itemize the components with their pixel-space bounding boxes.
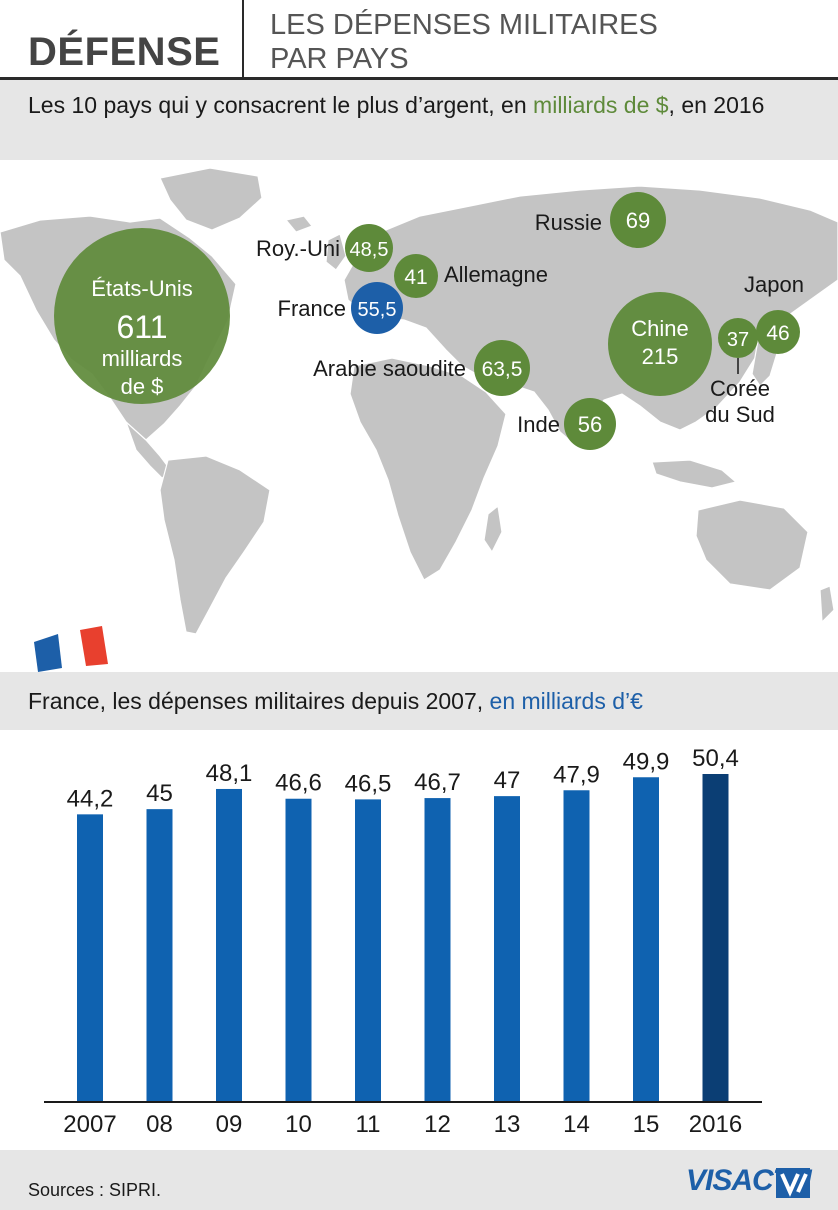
x-tick-label: 08 — [146, 1111, 173, 1138]
bubble-france-value: 55,5 — [358, 299, 397, 321]
label-allemagne: Allemagne — [444, 262, 548, 287]
bubble-inde-value: 56 — [578, 412, 602, 437]
label-coree-line2: du Sud — [705, 402, 775, 427]
bar-08 — [146, 809, 173, 1102]
bubble-allemagne-value: 41 — [404, 266, 427, 289]
x-tick-label: 13 — [494, 1111, 521, 1138]
bubble-coree-du-sud: 37 Corée du Sud — [705, 318, 775, 427]
x-tick-label: 11 — [356, 1111, 381, 1138]
bubble-etats-unis-unit2: de $ — [121, 374, 164, 399]
land-africa — [349, 357, 507, 581]
bubble-roy-uni-value: 48,5 — [350, 239, 389, 261]
bar-chart: 44,2 2007 45 08 48,1 09 46,6 10 46,5 11 46,7 12 47 13… — [0, 730, 838, 1150]
land-madagascar — [483, 504, 503, 554]
land-australia — [695, 499, 809, 591]
bar-chart-svg: 44,2 2007 45 08 48,1 09 46,6 10 46,5 11 46,7 12 47 13… — [44, 745, 762, 1138]
visactu-logo-mark-icon — [776, 1168, 810, 1198]
map-subtitle-unit: milliards de $ — [533, 92, 669, 118]
bubble-etats-unis-unit1: milliards — [102, 346, 183, 371]
bar-14 — [563, 790, 590, 1102]
land-new-zealand — [819, 585, 835, 624]
world-map-svg: États-Unis 611 milliards de $ Chine 215 … — [0, 167, 838, 672]
bar-value-label: 50,4 — [692, 745, 739, 772]
land-greenland — [159, 167, 263, 231]
header: DÉFENSE LES DÉPENSES MILITAIRES PAR PAYS — [0, 0, 838, 80]
label-roy-uni: Roy.-Uni — [256, 236, 340, 261]
bar-13 — [494, 796, 520, 1102]
label-russie: Russie — [535, 210, 602, 235]
section-label: DÉFENSE — [28, 30, 221, 74]
bar-value-label: 48,1 — [206, 760, 253, 787]
bar-subtitle-prefix: France, les dépenses militaires depuis 2… — [28, 688, 490, 714]
bar-subtitle-unit: en milliards d’€ — [489, 688, 643, 714]
bar-2016 — [702, 774, 729, 1102]
label-inde: Inde — [517, 412, 560, 437]
bar-value-label: 46,6 — [275, 770, 322, 797]
label-arabie-saoudite: Arabie saoudite — [313, 356, 466, 381]
bubble-france: 55,5 France — [278, 282, 403, 334]
header-rule — [0, 77, 838, 80]
bar-value-label: 46,5 — [345, 770, 392, 797]
label-japon: Japon — [744, 272, 804, 297]
bubble-chine-name: Chine — [631, 316, 688, 341]
label-coree-line1: Corée — [710, 376, 770, 401]
bar-11 — [355, 799, 381, 1102]
footer: Sources : SIPRI. VISACTU — [0, 1150, 838, 1210]
land-uk — [325, 233, 347, 271]
bubble-japon-value: 46 — [766, 322, 789, 345]
x-tick-label: 12 — [424, 1111, 451, 1138]
bar-value-label: 44,2 — [67, 785, 114, 812]
bar-2007 — [77, 814, 103, 1102]
bubble-etats-unis: États-Unis 611 milliards de $ — [54, 228, 230, 404]
bar-15 — [633, 777, 659, 1102]
bar-value-label: 45 — [146, 780, 173, 807]
bubble-coree-du-sud-value: 37 — [727, 329, 749, 351]
bubble-chine: Chine 215 — [608, 292, 712, 396]
bar-value-label: 46,7 — [414, 769, 461, 796]
map-subtitle-suffix: , en 2016 — [668, 92, 765, 118]
bar-09 — [216, 788, 242, 1102]
x-tick-label: 2016 — [689, 1111, 742, 1138]
map-subtitle-prefix: Les 10 pays qui y consacrent le plus d’a… — [28, 92, 534, 118]
world-map: États-Unis 611 milliards de $ Chine 215 … — [0, 160, 838, 672]
bubble-arabie-saoudite: 63,5 Arabie saoudite — [313, 340, 530, 396]
bar-10 — [285, 798, 312, 1102]
bubble-japon: 46 Japon — [744, 272, 804, 354]
bar-subtitle-band: France, les dépenses militaires depuis 2… — [0, 672, 838, 730]
bubble-etats-unis-name: États-Unis — [91, 276, 192, 301]
bar-value-label: 49,9 — [623, 748, 670, 775]
map-subtitle: Les 10 pays qui y consacrent le plus d’a… — [28, 90, 818, 120]
bubble-roy-uni: 48,5 Roy.-Uni — [256, 224, 393, 272]
land-indonesia — [651, 459, 738, 489]
bubble-arabie-saoudite-value: 63,5 — [482, 358, 523, 381]
bar-value-label: 47,9 — [553, 761, 600, 788]
bubble-allemagne: 41 Allemagne — [394, 254, 548, 298]
x-tick-label: 10 — [285, 1111, 312, 1138]
land-iceland — [284, 215, 313, 233]
bubble-russie-value: 69 — [626, 208, 650, 233]
land-eurasia — [343, 185, 838, 445]
x-tick-label: 09 — [216, 1111, 243, 1138]
bar-12 — [424, 798, 451, 1102]
page-title: LES DÉPENSES MILITAIRES PAR PAYS — [270, 9, 658, 75]
map-subtitle-band: Les 10 pays qui y consacrent le plus d’a… — [0, 80, 838, 160]
sources-text: Sources : SIPRI. — [28, 1180, 162, 1200]
bubble-russie: 69 Russie — [535, 192, 666, 248]
bubble-chine-value: 215 — [642, 344, 679, 369]
x-tick-label: 2007 — [63, 1111, 116, 1138]
land-south-america — [159, 455, 271, 635]
bar-value-label: 47 — [494, 767, 521, 794]
bubble-etats-unis-value: 611 — [116, 309, 167, 345]
header-divider — [242, 0, 244, 78]
bubble-inde: 56 Inde — [517, 398, 616, 450]
x-tick-label: 14 — [563, 1111, 590, 1138]
french-flag-icon — [34, 626, 108, 672]
bar-subtitle: France, les dépenses militaires depuis 2… — [28, 688, 643, 715]
label-france: France — [278, 296, 346, 321]
x-tick-label: 15 — [633, 1111, 660, 1138]
